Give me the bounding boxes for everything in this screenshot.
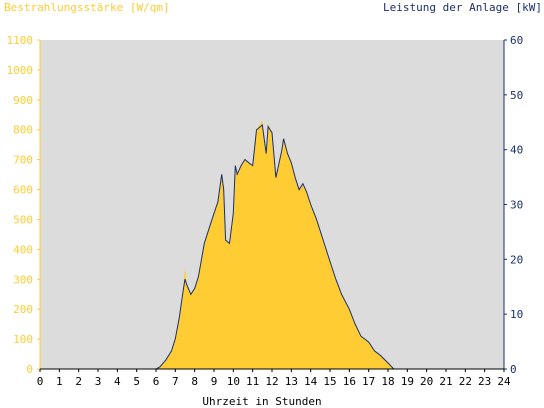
x-tick-label: 5 bbox=[133, 375, 140, 388]
x-tick-label: 18 bbox=[381, 375, 394, 388]
x-tick-label: 24 bbox=[497, 375, 511, 388]
x-tick-label: 21 bbox=[439, 375, 452, 388]
x-tick-label: 6 bbox=[153, 375, 160, 388]
x-tick-label: 23 bbox=[478, 375, 491, 388]
left-tick-label: 1000 bbox=[7, 64, 34, 77]
x-tick-label: 12 bbox=[265, 375, 278, 388]
left-axis-title: Bestrahlungsstärke [W/qm] bbox=[4, 1, 170, 14]
x-tick-label: 14 bbox=[304, 375, 318, 388]
right-tick-label: 10 bbox=[510, 308, 523, 321]
x-tick-label: 22 bbox=[459, 375, 472, 388]
right-tick-label: 0 bbox=[510, 363, 517, 376]
x-tick-label: 1 bbox=[56, 375, 63, 388]
x-tick-label: 0 bbox=[37, 375, 44, 388]
right-tick-label: 20 bbox=[510, 253, 523, 266]
x-tick-label: 19 bbox=[401, 375, 414, 388]
x-tick-label: 15 bbox=[323, 375, 336, 388]
x-tick-label: 2 bbox=[75, 375, 82, 388]
x-tick-label: 20 bbox=[420, 375, 433, 388]
x-tick-label: 17 bbox=[362, 375, 375, 388]
right-tick-label: 60 bbox=[510, 34, 523, 47]
right-tick-label: 50 bbox=[510, 89, 523, 102]
x-axis-title: Uhrzeit in Stunden bbox=[202, 395, 321, 408]
x-tick-label: 16 bbox=[343, 375, 356, 388]
left-tick-label: 700 bbox=[13, 154, 33, 167]
x-tick-label: 13 bbox=[285, 375, 298, 388]
x-tick-label: 7 bbox=[172, 375, 179, 388]
left-tick-label: 600 bbox=[13, 184, 33, 197]
left-tick-label: 800 bbox=[13, 124, 33, 137]
left-tick-label: 100 bbox=[13, 333, 33, 346]
right-axis-ticks: 0 10 20 30 40 50 60 bbox=[504, 34, 523, 376]
left-tick-label: 500 bbox=[13, 213, 33, 226]
x-tick-label: 8 bbox=[191, 375, 198, 388]
right-axis-title: Leistung der Anlage [kW] bbox=[383, 1, 542, 14]
x-tick-label: 4 bbox=[114, 375, 121, 388]
x-tick-label: 11 bbox=[246, 375, 259, 388]
left-tick-label: 400 bbox=[13, 243, 33, 256]
series-irradiance-area bbox=[40, 120, 504, 369]
x-axis-ticks: 0 1 2 3 4 5 6 7 8 9 10 11 12 13 14 15 16 17 18 19 20 21 22 23 24 bbox=[37, 369, 511, 388]
left-tick-label: 0 bbox=[26, 363, 33, 376]
x-tick-label: 10 bbox=[227, 375, 240, 388]
series-power-line bbox=[40, 124, 504, 370]
right-tick-label: 40 bbox=[510, 144, 523, 157]
left-axis-ticks: 0 100 200 300 400 500 600 700 800 900 1000 1100 bbox=[7, 34, 40, 376]
series-layer bbox=[40, 120, 504, 370]
left-tick-label: 300 bbox=[13, 273, 33, 286]
x-tick-label: 3 bbox=[95, 375, 102, 388]
right-tick-label: 30 bbox=[510, 199, 523, 212]
left-tick-label: 200 bbox=[13, 303, 33, 316]
left-tick-label: 1100 bbox=[7, 34, 34, 47]
x-tick-label: 9 bbox=[211, 375, 218, 388]
left-tick-label: 900 bbox=[13, 94, 33, 107]
